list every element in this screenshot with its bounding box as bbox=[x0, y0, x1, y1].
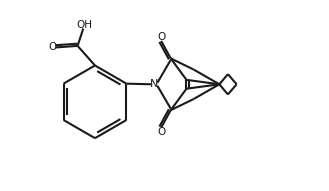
Text: OH: OH bbox=[77, 20, 93, 30]
Text: O: O bbox=[49, 42, 57, 53]
Text: N: N bbox=[150, 79, 159, 89]
Text: O: O bbox=[157, 127, 165, 137]
Text: O: O bbox=[157, 32, 165, 42]
